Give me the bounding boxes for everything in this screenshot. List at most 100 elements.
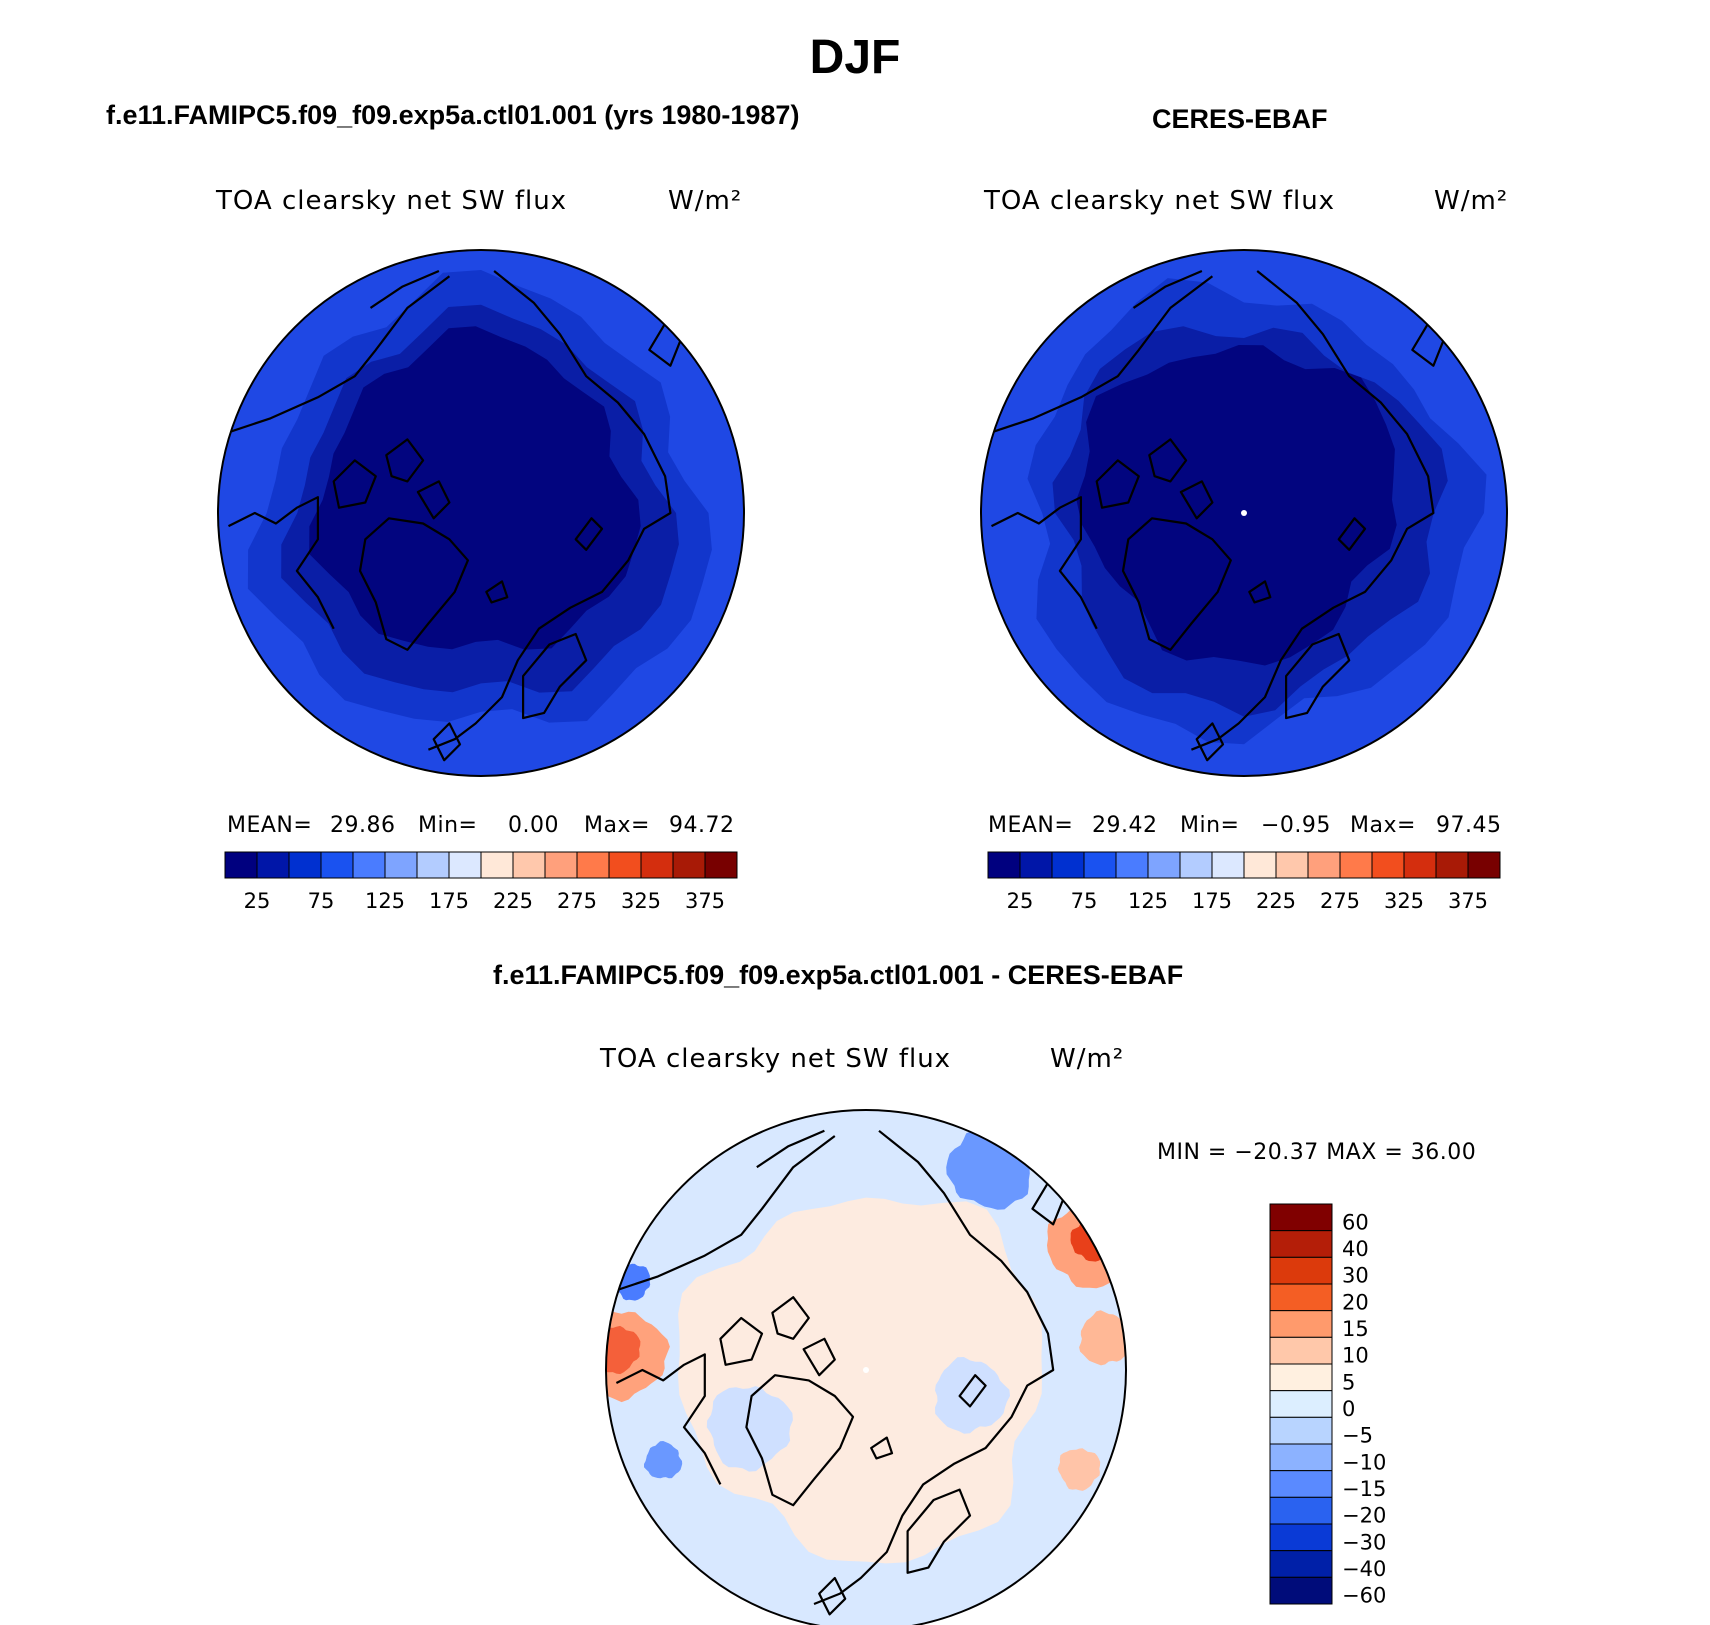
colorbar-swatch (1269, 1256, 1333, 1285)
map0-coastline-5 (228, 496, 335, 630)
colorbar-swatch (704, 851, 738, 879)
variable-label-diff: TOA clearsky net SW flux (600, 1044, 952, 1074)
colorbar-tick-label: 325 (621, 889, 661, 913)
colorbar-tick-label: 75 (1071, 889, 1098, 913)
colorbar-tick-label: 0 (1342, 1397, 1355, 1421)
map0-coastline-7 (522, 632, 588, 720)
variable-label-obs: TOA clearsky net SW flux (984, 186, 1336, 216)
colorbar-swatch (1269, 1470, 1333, 1498)
contour-polar-night (1076, 345, 1397, 666)
colorbar-swatch (1371, 851, 1405, 879)
colorbar-swatch (672, 851, 706, 879)
colorbar-tick-label: 125 (1128, 889, 1168, 913)
mean-value-model: 29.86 (330, 813, 396, 838)
map0-coastline-9 (574, 517, 604, 551)
colorbar-swatch (1339, 851, 1373, 879)
polar-map-1 (980, 249, 1508, 777)
mean-value-obs: 29.42 (1092, 813, 1158, 838)
colorbar-swatch (1403, 851, 1437, 879)
map0-coastline-2 (385, 438, 425, 483)
colorbar-swatch (256, 851, 290, 879)
colorbar-tick-label: 25 (244, 889, 271, 913)
colorbar-tick-label: 225 (493, 889, 533, 913)
colorbar-swatch (544, 851, 578, 879)
mean-label-model: MEAN= (227, 813, 313, 838)
colorbar-tick-label: 75 (308, 889, 335, 913)
colorbar-tick-label: 325 (1384, 889, 1424, 913)
colorbar-swatch (1051, 851, 1085, 879)
colorbar-swatch (1269, 1336, 1333, 1365)
colorbar-swatch (1435, 851, 1469, 879)
map1-coastline-5 (991, 496, 1098, 630)
colorbar-tick-label: −15 (1342, 1477, 1386, 1501)
map2-coastline-7 (906, 1488, 972, 1574)
colorbar-tick-label: −60 (1342, 1584, 1386, 1608)
map2-coastline-3 (802, 1337, 836, 1377)
colorbar-tick-label: 10 (1342, 1344, 1369, 1368)
colorbar-swatch (608, 851, 642, 879)
panel-title-model: f.e11.FAMIPC5.f09_f09.exp5a.ctl01.001 (y… (106, 100, 800, 130)
colorbar-swatch (448, 851, 482, 879)
map-border-2 (605, 1109, 1127, 1625)
colorbar-swatch (1269, 1523, 1333, 1552)
colorbar-swatch (1269, 1416, 1333, 1445)
colorbar-tick-label: 25 (1007, 889, 1034, 913)
map0-coastline-6 (427, 270, 672, 751)
map1-coastline-2 (1148, 438, 1188, 483)
colorbar-swatch (1083, 851, 1117, 879)
colorbar-swatch (1269, 1283, 1333, 1312)
minmax-diff: MIN = −20.37 MAX = 36.00 (1157, 1140, 1477, 1165)
colorbar-swatch (576, 851, 610, 879)
colorbar-swatch (1269, 1230, 1333, 1258)
min-value-obs: −0.95 (1261, 813, 1331, 838)
map-field-0 (218, 250, 744, 776)
colorbar-swatch (512, 851, 546, 879)
contour-diff-pos-left-core (606, 1325, 641, 1375)
polar-map-0 (217, 249, 745, 777)
map2-coastline-4 (610, 1135, 836, 1294)
colorbar-tick-label: 225 (1256, 889, 1296, 913)
colorbar-swatch (1269, 1310, 1333, 1338)
contour-diff-patch-1 (935, 1357, 1010, 1434)
units-label-obs: W/m² (1434, 186, 1509, 216)
map1-coastline-3 (1179, 480, 1214, 520)
map0-coastline-11 (432, 722, 462, 762)
max-value-obs: 97.45 (1436, 813, 1502, 838)
map0-coastline-1 (332, 459, 377, 509)
colorbar-swatch (1019, 851, 1053, 879)
colorbar-tick-label: −40 (1342, 1557, 1386, 1581)
colorbar-swatch (1307, 851, 1341, 879)
map2-coastline-10 (870, 1436, 894, 1460)
polar-map-2 (605, 1109, 1127, 1625)
map2-coastline-2 (771, 1296, 810, 1340)
contour-polar-night (309, 326, 641, 650)
colorbar-tick-label: −20 (1342, 1504, 1386, 1528)
min-label-obs: Min= (1180, 813, 1240, 838)
colorbar-tick-label: 175 (429, 889, 469, 913)
contour-diff-neg-left-2 (644, 1441, 683, 1479)
max-label-model: Max= (584, 813, 650, 838)
map2-coastline-5 (615, 1353, 722, 1485)
map1-coastline-12 (1132, 269, 1203, 309)
map0-coastline-10 (485, 580, 509, 604)
colorbar-swatch (640, 851, 674, 879)
colorbar-tick-label: 275 (557, 889, 597, 913)
map2-coastline-6 (813, 1129, 1055, 1606)
map1-coastline-11 (1195, 722, 1225, 762)
colorbar-1: 25 75 125 175 225 275 325 375 (987, 851, 1501, 913)
colorbar-swatch (1179, 851, 1213, 879)
map0-coastline-3 (416, 480, 451, 520)
colorbar-swatch (224, 851, 258, 879)
colorbar-swatch (320, 851, 354, 879)
units-label-model: W/m² (668, 186, 743, 216)
colorbar-tick-label: 175 (1192, 889, 1232, 913)
colorbar-swatch (288, 851, 322, 879)
colorbar-tick-label: 5 (1342, 1370, 1355, 1394)
map1-coastline-0 (1121, 517, 1232, 651)
colorbar-tick-label: 375 (685, 889, 725, 913)
colorbar-swatch (1269, 1203, 1333, 1232)
map1-coastline-10 (1248, 580, 1272, 604)
colorbar-swatch (1243, 851, 1277, 879)
colorbar-swatch (480, 851, 514, 879)
